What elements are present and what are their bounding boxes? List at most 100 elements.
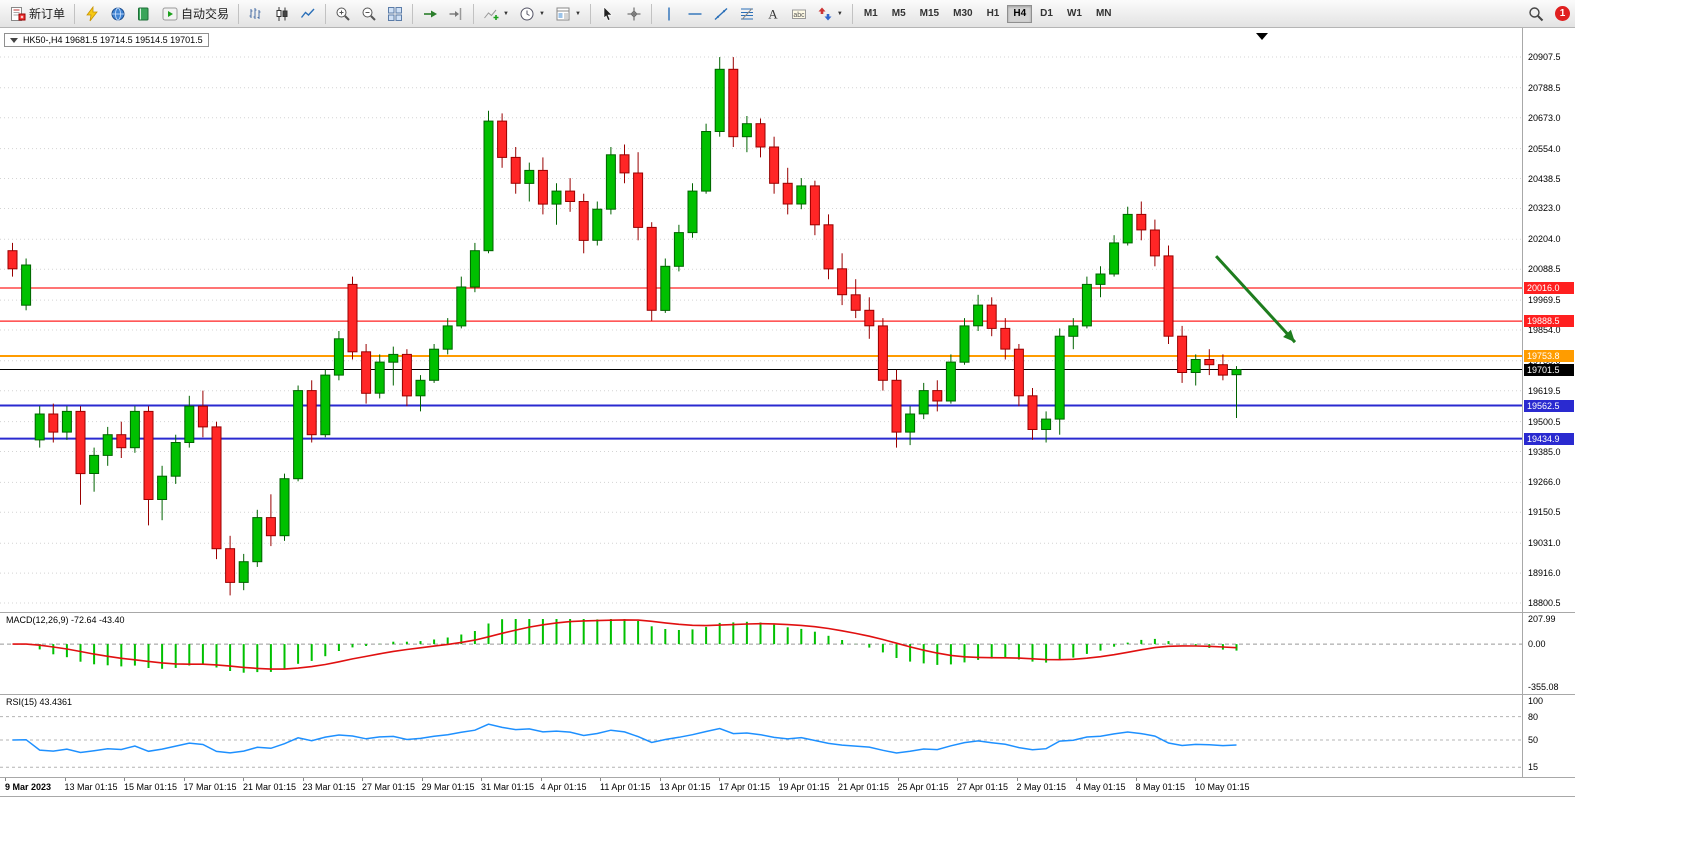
time-axis-label: 2 May 01:15: [1016, 782, 1067, 792]
blue-globe-icon: [110, 6, 126, 22]
price-axis-label: 20554.0: [1528, 143, 1561, 154]
play-icon: [162, 6, 178, 22]
macd-panel-canvas[interactable]: [0, 613, 1522, 694]
bars-icon: [248, 6, 264, 22]
candles-icon: [274, 6, 290, 22]
svg-text:abc: abc: [793, 11, 805, 18]
text-label-button[interactable]: abc: [786, 3, 812, 25]
price-axis-label: 20438.5: [1528, 173, 1561, 184]
time-tick: [1195, 778, 1196, 781]
price-axis-label: 20088.5: [1528, 264, 1561, 275]
trendline-button[interactable]: [708, 3, 734, 25]
timeframe-button-m5[interactable]: M5: [891, 8, 906, 19]
price-tag-19888.5: 19888.5: [1524, 315, 1574, 328]
time-tick: [362, 778, 363, 781]
time-tick: [540, 778, 542, 781]
price-axis-label: 19031.0: [1528, 538, 1561, 549]
text-button[interactable]: A: [760, 3, 786, 25]
rsi-panel-canvas[interactable]: [0, 695, 1522, 776]
timeframe-button-m15[interactable]: M15: [919, 8, 940, 19]
indicators-button[interactable]: ▼: [478, 3, 514, 25]
macd-axis-label: 207.99: [1528, 614, 1556, 624]
yellow-lightning-icon: [84, 5, 100, 22]
templates-button[interactable]: ▼: [550, 3, 586, 25]
time-axis-label: 4 May 01:15: [1076, 782, 1126, 792]
label-icon: abc: [791, 6, 807, 22]
profiles-button[interactable]: [105, 3, 131, 25]
search-button[interactable]: [1523, 3, 1549, 25]
time-tick: [838, 778, 839, 781]
time-axis-label: 10 May 01:15: [1195, 782, 1250, 792]
price-axis-label: 20323.0: [1528, 203, 1561, 214]
horizontal-lines-layer: [0, 287, 1522, 440]
price-axis[interactable]: 20907.5 20788.5 20673.0 20554.0 20438.5 20323…: [1522, 28, 1575, 777]
time-axis-label: 29 Mar 01:15: [421, 782, 475, 792]
price-axis-label: 20907.5: [1528, 52, 1561, 62]
market-watch-button[interactable]: [131, 3, 157, 25]
dropdown-caret-icon: ▼: [538, 10, 545, 17]
timeframe-button-d1[interactable]: D1: [1040, 8, 1053, 19]
tile-windows-button[interactable]: [382, 3, 408, 25]
time-axis[interactable]: 9 Mar 2023 13 Mar 01:15 15 Mar 01:15 17 Mar…: [0, 777, 1575, 797]
trendline-icon: [713, 6, 729, 22]
fibonacci-button[interactable]: [734, 3, 760, 25]
crosshair-icon: [626, 6, 642, 22]
rsi-label: RSI(15) 43.4361: [6, 697, 73, 707]
rsi-axis-label: 80: [1528, 711, 1539, 722]
toolbar-divider: [650, 3, 652, 24]
timeframe-button-w1[interactable]: W1: [1066, 8, 1082, 19]
indicators-icon: [483, 6, 499, 22]
cursor-button[interactable]: [595, 3, 621, 25]
panel-separator[interactable]: [0, 694, 1575, 695]
bar-chart-button[interactable]: [243, 3, 269, 25]
chart-shift-icon: [448, 6, 464, 22]
timeframe-button-h1[interactable]: H1: [986, 8, 1000, 19]
time-tick: [1135, 778, 1137, 781]
arrows-button[interactable]: ▼: [812, 3, 848, 25]
cursor-icon: [600, 5, 616, 22]
auto-trading-button[interactable]: 自动交易: [157, 3, 234, 25]
clock-icon: [519, 6, 535, 22]
vline-icon: [661, 6, 677, 22]
panel-separator[interactable]: [0, 612, 1575, 613]
candlestick-chart-button[interactable]: [269, 3, 295, 25]
trend-arrow-annotation[interactable]: [1214, 255, 1297, 344]
line-chart-button[interactable]: [295, 3, 321, 25]
horizontal-line-button[interactable]: [682, 3, 708, 25]
timeframe-button-m1[interactable]: M1: [863, 8, 878, 19]
new-order-button[interactable]: 新订单: [5, 3, 70, 25]
timeframe-button-mn[interactable]: MN: [1095, 8, 1112, 19]
notification-badge[interactable]: 1: [1555, 6, 1570, 21]
chart-symbol-header: HK50-,H4 19681.5 19714.5 19514.5 19701.5: [4, 33, 209, 47]
time-axis-label: 17 Apr 01:15: [719, 782, 771, 792]
toolbar-divider: [851, 3, 853, 24]
dropdown-caret-icon: ▼: [836, 10, 843, 17]
price-axis-label: 20673.0: [1528, 112, 1561, 123]
time-axis-label: 11 Apr 01:15: [600, 782, 651, 792]
periods-button[interactable]: ▼: [514, 3, 550, 25]
grid-layer: [0, 56, 1522, 604]
dropdown-caret-icon: ▼: [574, 10, 581, 17]
timeframe-button-h4[interactable]: H4: [1007, 4, 1033, 23]
time-tick: [481, 778, 482, 781]
price-axis-label: 20788.5: [1528, 82, 1561, 93]
auto-scroll-button[interactable]: [417, 3, 443, 25]
time-axis-label: 23 Mar 01:15: [302, 782, 356, 792]
scroll-to-end-marker-icon[interactable]: [1256, 33, 1268, 40]
price-tag-19701.5: 19701.5: [1524, 363, 1574, 376]
time-axis-label: 31 Mar 01:15: [481, 782, 535, 792]
vertical-line-button[interactable]: [656, 3, 682, 25]
new-order-icon: [10, 6, 26, 22]
zoom-in-button[interactable]: [330, 3, 356, 25]
macd-axis-label: 0.00: [1528, 639, 1546, 650]
crosshair-button[interactable]: [621, 3, 647, 25]
line-icon: [300, 6, 316, 22]
timeframe-button-m30[interactable]: M30: [953, 8, 973, 19]
charts-button[interactable]: [79, 3, 105, 25]
time-tick: [124, 778, 125, 781]
symbol-dropdown-icon[interactable]: [10, 37, 18, 43]
chart-shift-button[interactable]: [443, 3, 469, 25]
price-chart-canvas[interactable]: [0, 28, 1522, 612]
time-axis-label: 9 Mar 2023: [5, 782, 52, 792]
zoom-out-button[interactable]: [356, 3, 382, 25]
